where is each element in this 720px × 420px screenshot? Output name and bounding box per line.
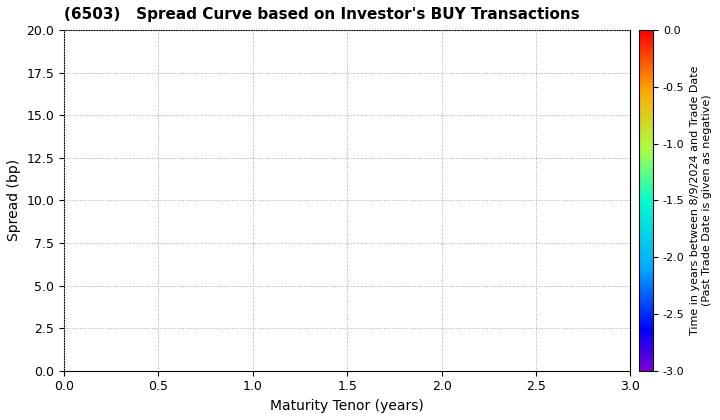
Text: (6503)   Spread Curve based on Investor's BUY Transactions: (6503) Spread Curve based on Investor's …	[64, 7, 580, 22]
X-axis label: Maturity Tenor (years): Maturity Tenor (years)	[271, 399, 424, 413]
Y-axis label: Time in years between 8/9/2024 and Trade Date
(Past Trade Date is given as negat: Time in years between 8/9/2024 and Trade…	[690, 66, 712, 335]
Y-axis label: Spread (bp): Spread (bp)	[7, 159, 21, 242]
